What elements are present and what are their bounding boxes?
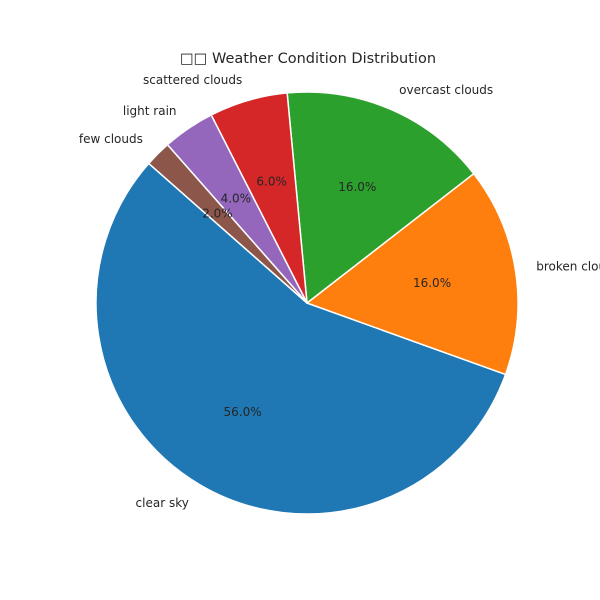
pie-slice-few-clouds [147, 143, 308, 304]
pie-slice-overcast-clouds [286, 91, 475, 304]
slice-label-clear-sky: clear sky [136, 496, 189, 510]
pie-slice-broken-clouds [306, 172, 519, 376]
slice-percent-few-clouds: 2.0% [202, 206, 233, 220]
slice-percent-scattered-clouds: 6.0% [256, 174, 287, 188]
slice-percent-clear-sky: 56.0% [223, 405, 261, 419]
pie-slice-clear-sky [95, 162, 507, 515]
slice-label-overcast-clouds: overcast clouds [399, 83, 493, 97]
slice-label-few-clouds: few clouds [79, 132, 143, 146]
pie-slices [95, 91, 519, 515]
chart-title: □□ Weather Condition Distribution [180, 51, 436, 67]
slice-percent-light-rain: 4.0% [221, 191, 252, 205]
slice-label-broken-clouds: broken clouds [536, 260, 600, 274]
pie-labels: clear sky 56.0% broken clouds 16.0% overcast… [79, 73, 600, 510]
slice-label-light-rain: light rain [123, 104, 177, 118]
slice-percent-broken-clouds: 16.0% [413, 276, 451, 290]
slice-percent-overcast-clouds: 16.0% [338, 180, 376, 194]
slice-label-scattered-clouds: scattered clouds [143, 73, 242, 87]
